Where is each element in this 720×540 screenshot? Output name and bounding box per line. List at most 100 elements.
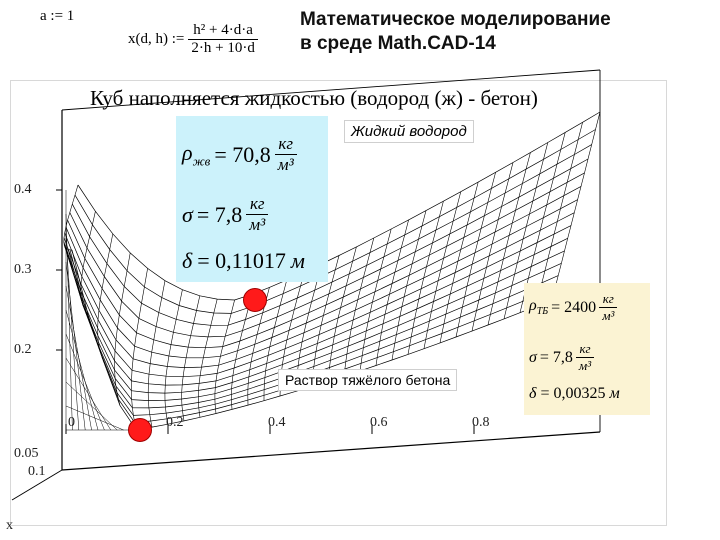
delta-unit: м (609, 385, 620, 402)
sigma-unit-den: м³ (249, 215, 266, 234)
mesh-col-2 (97, 233, 114, 363)
left-fan-5 (65, 309, 99, 431)
rho-symbol: ρ (182, 139, 193, 165)
slide-title-line2: в среде Math.CAD-14 (300, 33, 496, 54)
left-fan-6 (65, 333, 105, 431)
delta-value: = 0,11017 (197, 248, 286, 273)
label-heavy-concrete: Раствор тяжёлого бетона (278, 369, 458, 391)
rho-symbol: ρ (529, 297, 537, 315)
concrete-point-marker (128, 418, 152, 442)
rho-unit-num: кг (274, 134, 297, 155)
z-axis-label: x (6, 518, 13, 533)
mesh-col-1 (80, 211, 96, 315)
tick-label-h0: 0 (68, 415, 75, 430)
rho-value: = 2400 (551, 298, 597, 316)
concrete-delta: δ = 0,00325 м (529, 385, 620, 403)
function-lhs: x(d, h) := (128, 31, 185, 47)
tick-label-h0.8: 0.8 (472, 415, 490, 430)
tick-label-h0.2: 0.2 (166, 415, 184, 430)
mesh-col-4 (131, 268, 148, 430)
surface-mesh (63, 111, 601, 431)
mesh-col-12 (263, 279, 288, 401)
mesh-col-25 (471, 162, 514, 332)
function-denominator: 2·h + 10·d (191, 40, 255, 56)
delta-symbol: δ (529, 385, 537, 402)
function-numerator: h² + 4·d·a (188, 22, 258, 40)
top-back-edge (61, 69, 601, 111)
mesh-col-3 (114, 252, 131, 406)
mesh-col-23 (439, 182, 479, 343)
concrete-sigma: σ = 7,8 кг м³ (529, 341, 595, 374)
mesh-col-11 (247, 287, 270, 406)
mesh-col-30 (551, 111, 601, 301)
hydrogen-density: ρжв = 70,8 кг м³ (182, 134, 297, 175)
tick-label-h0.6: 0.6 (370, 415, 388, 430)
delta-value: = 0,00325 (540, 385, 606, 402)
mesh-col-8 (197, 299, 218, 418)
hydrogen-parameters-box: ρжв = 70,8 кг м³ σ = 7,8 кг м³ δ = 0,110… (176, 116, 328, 282)
depth-axis (11, 469, 63, 501)
rho-unit: кг м³ (599, 291, 618, 324)
concrete-parameters-box: ρТБ = 2400 кг м³ σ = 7,8 кг м³ δ = 0,003… (524, 283, 650, 415)
mesh-col-6 (164, 289, 183, 425)
mesh-col-20 (391, 210, 427, 361)
sigma-value: = 7,8 (196, 201, 243, 227)
slide-title-line1: Математическое моделирование (300, 9, 611, 30)
mesh-row-0 (77, 111, 601, 301)
mesh-col-7 (181, 295, 201, 421)
mesh-row-3 (69, 158, 589, 338)
slide-title: Математическое моделирование в среде Mat… (300, 8, 611, 56)
mesh-col-26 (487, 152, 531, 326)
sigma-unit-num: кг (246, 194, 269, 215)
rho-subscript: жв (192, 153, 211, 169)
function-fraction: h² + 4·d·a 2·h + 10·d (188, 22, 258, 57)
tick-label-0.05: 0.05 (14, 446, 39, 461)
mesh-col-16 (327, 246, 357, 382)
mesh-col-21 (407, 201, 444, 355)
mesh-col-9 (214, 299, 235, 414)
tick-label-0.4: 0.4 (14, 182, 32, 197)
mesh-col-19 (375, 219, 409, 366)
tick-label-h0.4: 0.4 (268, 415, 286, 430)
assign-formula: a := 1 (40, 8, 75, 24)
rho-value: = 70,8 (214, 141, 271, 167)
sigma-symbol: σ (529, 348, 537, 366)
mesh-row-2 (71, 144, 592, 326)
label-liquid-hydrogen: Жидкий водород (344, 120, 474, 143)
horizontal-axis (61, 431, 601, 471)
left-fan-8 (65, 381, 118, 431)
mesh-col-0 (63, 184, 79, 251)
left-fan-7 (65, 357, 112, 431)
mesh-col-27 (503, 142, 549, 319)
sigma-symbol: σ (182, 201, 193, 227)
rho-unit-den: м³ (602, 308, 615, 323)
left-fan-9 (65, 405, 124, 431)
hydrogen-sigma: σ = 7,8 кг м³ (182, 194, 269, 235)
plot-caption: Куб наполняется жидкостью (водород (ж) -… (90, 86, 538, 110)
mesh-col-29 (535, 122, 583, 307)
mesh-col-10 (231, 294, 253, 410)
mesh-row-1 (74, 129, 596, 314)
mesh-col-17 (343, 237, 375, 377)
sigma-unit: кг м³ (575, 341, 595, 374)
mesh-col-5 (147, 280, 166, 428)
mesh-col-18 (359, 228, 392, 371)
sigma-unit-den: м³ (578, 358, 592, 373)
rho-unit: кг м³ (274, 134, 297, 175)
rho-subscript: ТБ (536, 306, 549, 318)
plot-axes (11, 69, 601, 501)
delta-symbol: δ (182, 248, 193, 273)
sigma-unit-num: кг (575, 341, 595, 358)
rho-unit-num: кг (599, 291, 618, 308)
sigma-unit: кг м³ (246, 194, 269, 235)
tick-label-0.1: 0.1 (28, 464, 46, 479)
sigma-value: = 7,8 (539, 348, 573, 366)
rho-unit-den: м³ (277, 155, 294, 174)
delta-unit: м (290, 248, 305, 273)
mesh-col-24 (455, 172, 496, 338)
hydrogen-point-marker (243, 288, 267, 312)
function-definition: x(d, h) := h² + 4·d·a 2·h + 10·d (128, 22, 258, 57)
mesh-col-22 (423, 191, 462, 349)
concrete-density: ρТБ = 2400 кг м³ (529, 291, 618, 324)
